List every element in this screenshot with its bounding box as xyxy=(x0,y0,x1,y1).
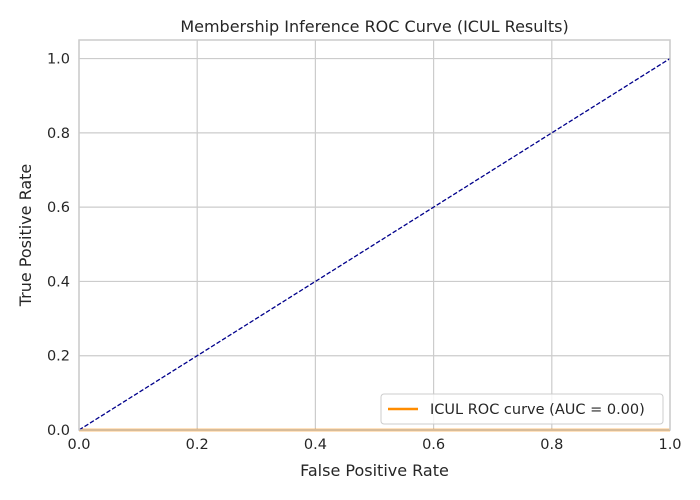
series-layer xyxy=(78,58,671,432)
y-tick-label: 0.2 xyxy=(47,349,70,365)
legend-box xyxy=(380,393,664,425)
x-tick-label: 0.2 xyxy=(186,437,209,453)
chart-title: Membership Inference ROC Curve (ICUL Res… xyxy=(180,17,568,36)
x-tick-label: 0.8 xyxy=(540,437,563,453)
grid-layer xyxy=(78,40,671,431)
y-tick-label: 0.6 xyxy=(47,200,70,216)
legend: ICUL ROC curve (AUC = 0.00) xyxy=(380,393,664,425)
x-tick-label: 0.6 xyxy=(422,437,445,453)
y-axis-label: True Positive Rate xyxy=(16,164,35,308)
y-tick-label: 1.0 xyxy=(47,52,70,68)
y-tick-label: 0.4 xyxy=(47,274,70,290)
diagonal-reference-line xyxy=(78,58,671,431)
plot-frame xyxy=(78,39,671,431)
x-tick-label: 0.0 xyxy=(67,437,90,453)
x-tick-label: 1.0 xyxy=(658,437,681,453)
x-axis-label: False Positive Rate xyxy=(300,461,449,480)
y-tick-label: 0.8 xyxy=(47,126,70,142)
x-tick-label: 0.4 xyxy=(304,437,327,453)
legend-label: ICUL ROC curve (AUC = 0.00) xyxy=(430,402,645,418)
y-tick-label: 0.0 xyxy=(47,423,70,439)
ticks-layer: 0.0 0.2 0.4 0.6 0.8 1.0 0.0 0.2 0.4 0.6 0.8 1.0 xyxy=(47,52,682,453)
